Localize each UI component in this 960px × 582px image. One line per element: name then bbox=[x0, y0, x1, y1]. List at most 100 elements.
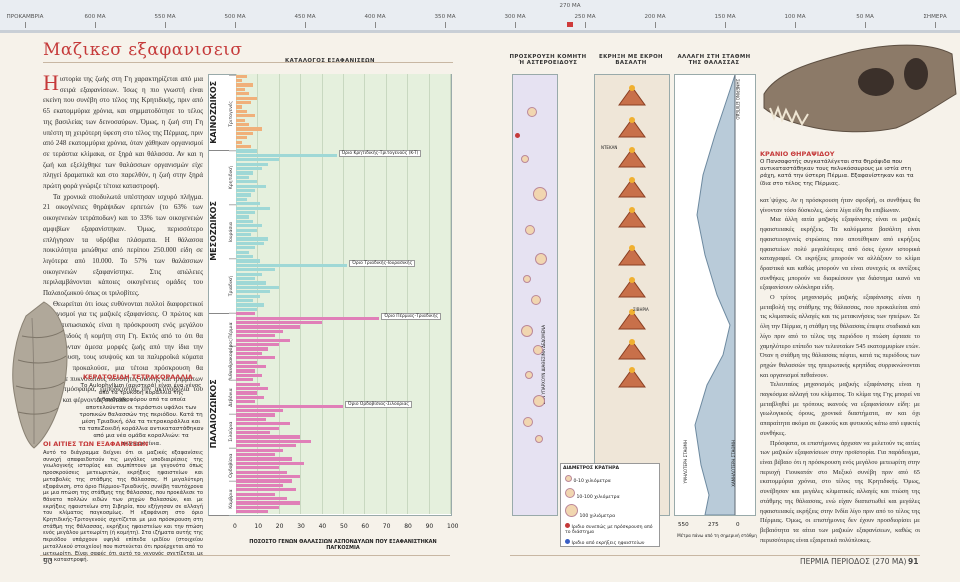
right-text: κατ᾽ψύχος. Αν η πρόσκρουση ήταν σφοδρή, … bbox=[760, 196, 920, 546]
timeline-tick bbox=[235, 22, 236, 28]
legend-note-volcano: Ιριδιο από εκρήξεις ηφαιστείων bbox=[571, 541, 645, 546]
dropcap: Η bbox=[43, 70, 59, 95]
grid-line bbox=[385, 74, 387, 514]
extinction-bar bbox=[236, 109, 247, 113]
sea-tick-0: 0 bbox=[736, 522, 740, 528]
crater-marker bbox=[525, 371, 533, 379]
footer-rule-left bbox=[40, 555, 450, 556]
catalog-header: ΚΑΤΑΛΟΓΟΣ ΕΞΑΦΑΝΙΣΕΩΝ bbox=[285, 58, 375, 64]
extinction-bar bbox=[236, 246, 256, 250]
extinction-bar bbox=[236, 294, 260, 298]
grid-line bbox=[407, 74, 409, 514]
extinction-bar bbox=[236, 259, 260, 263]
extinction-bar bbox=[236, 123, 249, 127]
extinction-bar bbox=[236, 224, 262, 228]
crater-marker bbox=[523, 417, 533, 427]
era-label: ΜΕΣΟΖΩΙΚΟΣ bbox=[209, 201, 218, 262]
era-band bbox=[209, 75, 229, 151]
extinction-bar bbox=[236, 241, 264, 245]
footer-rule-right bbox=[510, 555, 920, 556]
sea-tick-550: 550 bbox=[678, 522, 689, 528]
timeline-label: 550 MA bbox=[154, 14, 176, 20]
extinction-bar bbox=[236, 373, 262, 377]
grid-line bbox=[450, 74, 451, 514]
timeline-tick bbox=[865, 22, 866, 28]
extinction-bar bbox=[236, 413, 275, 417]
extinction-bar bbox=[236, 435, 301, 439]
sea-level-chart: ΣΗΜΕΡΙΝΟ ΕΠΙΠΕΔΟ ΥΨΗΛΟΤΕΡΗ ΣΤΑΘΜΗ ΧΑΜΗΛΟ… bbox=[674, 74, 756, 516]
extinction-event-label: Όριο Κρητιδικής-Τριτογενούς (K-T) bbox=[338, 150, 422, 158]
extinction-bar bbox=[236, 211, 256, 215]
x-tick-label: 100 bbox=[447, 523, 459, 530]
extinction-bar bbox=[236, 171, 254, 175]
extinction-bar bbox=[236, 351, 262, 355]
grid-line bbox=[300, 74, 302, 514]
low-level-label: ΧΑΜΗΛΟΤΕΡΗ ΣΤΑΘΜΗ bbox=[731, 440, 736, 487]
x-tick-label: 50 bbox=[340, 523, 348, 530]
extinction-bar bbox=[236, 448, 284, 452]
extinction-bar bbox=[236, 272, 262, 276]
crater-marker bbox=[533, 345, 543, 355]
extinction-bar bbox=[236, 233, 251, 237]
timeline-marker bbox=[567, 22, 573, 27]
volcano-header: ΕΚΡΗΞΗ ΜΕ ΕΚΡΟΗ ΒΑΣΑΛΤΗ bbox=[599, 54, 663, 66]
extinction-bar bbox=[236, 382, 260, 386]
extinction-bar bbox=[236, 404, 343, 408]
page-title: Μαζικεσ εξαφανισεισ bbox=[43, 40, 243, 60]
extinction-bar bbox=[236, 466, 279, 470]
extinction-bar bbox=[236, 391, 258, 395]
extinction-bar bbox=[236, 281, 266, 285]
right-footer-title: ΠΕΡΜΙΑ ΠΕΡΙΟΔΟΣ (270 MA) bbox=[800, 557, 907, 566]
extinction-bar bbox=[236, 140, 243, 144]
volcano-icon bbox=[618, 147, 646, 168]
grid-line bbox=[343, 74, 344, 514]
timeline-tick bbox=[935, 22, 936, 28]
timeline-label: 200 MA bbox=[644, 14, 666, 20]
crater-marker bbox=[523, 275, 531, 283]
volcano-icon bbox=[618, 117, 646, 138]
extinction-bar bbox=[236, 175, 249, 179]
extinction-bar bbox=[236, 250, 249, 254]
extinction-bar bbox=[236, 263, 348, 267]
extinction-bar bbox=[236, 343, 279, 347]
extinction-bar bbox=[236, 215, 249, 219]
legend-item-medium: 10-100 χιλιόμετρα bbox=[576, 495, 620, 500]
timeline-tick bbox=[25, 22, 26, 28]
fossil-caption-body: Το Aulophyllum (αριστερά) είναι ένα γένο… bbox=[78, 383, 204, 447]
extinction-bar bbox=[236, 475, 301, 479]
legend-item-large: 100 χιλιόμετρα bbox=[579, 514, 616, 519]
x-tick-label: 90 bbox=[425, 523, 434, 530]
extinction-bar bbox=[236, 193, 251, 197]
extinction-bar bbox=[236, 307, 258, 311]
timeline-label: 350 MA bbox=[434, 14, 456, 20]
extinction-bar bbox=[236, 303, 264, 307]
volcano-icon bbox=[618, 367, 646, 388]
extinction-bar bbox=[236, 189, 256, 193]
timeline-label: 150 MA bbox=[714, 14, 736, 20]
extinction-bar bbox=[236, 92, 249, 96]
timeline-label: 400 MA bbox=[364, 14, 386, 20]
timeline-label: 600 MA bbox=[84, 14, 106, 20]
extinction-bar bbox=[236, 329, 284, 333]
extinction-bar bbox=[236, 96, 258, 100]
intro-paragraph-1: ιστορία της ζωής στη Γη χαρακτηρίζεται α… bbox=[43, 75, 203, 191]
crater-marker bbox=[535, 435, 543, 443]
extinction-bar bbox=[236, 360, 258, 364]
chart-x-axis-label: ΠΟΣΟΣΤΟ ΓΕΝΩΝ ΘΑΛΑΣΣΙΩΝ ΑΣΠΟΝΔΥΛΩΝ ΠΟΥ Ε… bbox=[249, 539, 437, 551]
x-tick-label: 10 bbox=[254, 523, 263, 530]
coral-fossil-image bbox=[12, 301, 68, 449]
timeline-tick bbox=[305, 22, 306, 28]
extinction-bar-chart bbox=[236, 74, 451, 514]
x-tick-label: 60 bbox=[361, 523, 370, 530]
extinction-bar bbox=[236, 118, 245, 122]
extinction-bar bbox=[236, 395, 264, 399]
title-rule bbox=[43, 62, 453, 63]
legend-note-impact: Ιριδιο συνεπώς με πρόσκρουση από το διάσ… bbox=[565, 525, 653, 535]
crater-marker bbox=[527, 107, 537, 117]
right-paragraph-1: κατ᾽ψύχος. Αν η πρόσκρουση ήταν σφοδρή, … bbox=[760, 197, 920, 214]
right-paragraph-3: Ο τρίτος μηχανισμός μαζικής εξαφάνισης ε… bbox=[760, 294, 920, 379]
skull-caption-body: Ο Πανσαφοτής συγκατάλέγεται στα θηράψιδα… bbox=[760, 159, 914, 187]
timeline-label: 300 MA bbox=[504, 14, 526, 20]
extinction-bar bbox=[236, 255, 254, 259]
extinction-bar bbox=[236, 422, 290, 426]
